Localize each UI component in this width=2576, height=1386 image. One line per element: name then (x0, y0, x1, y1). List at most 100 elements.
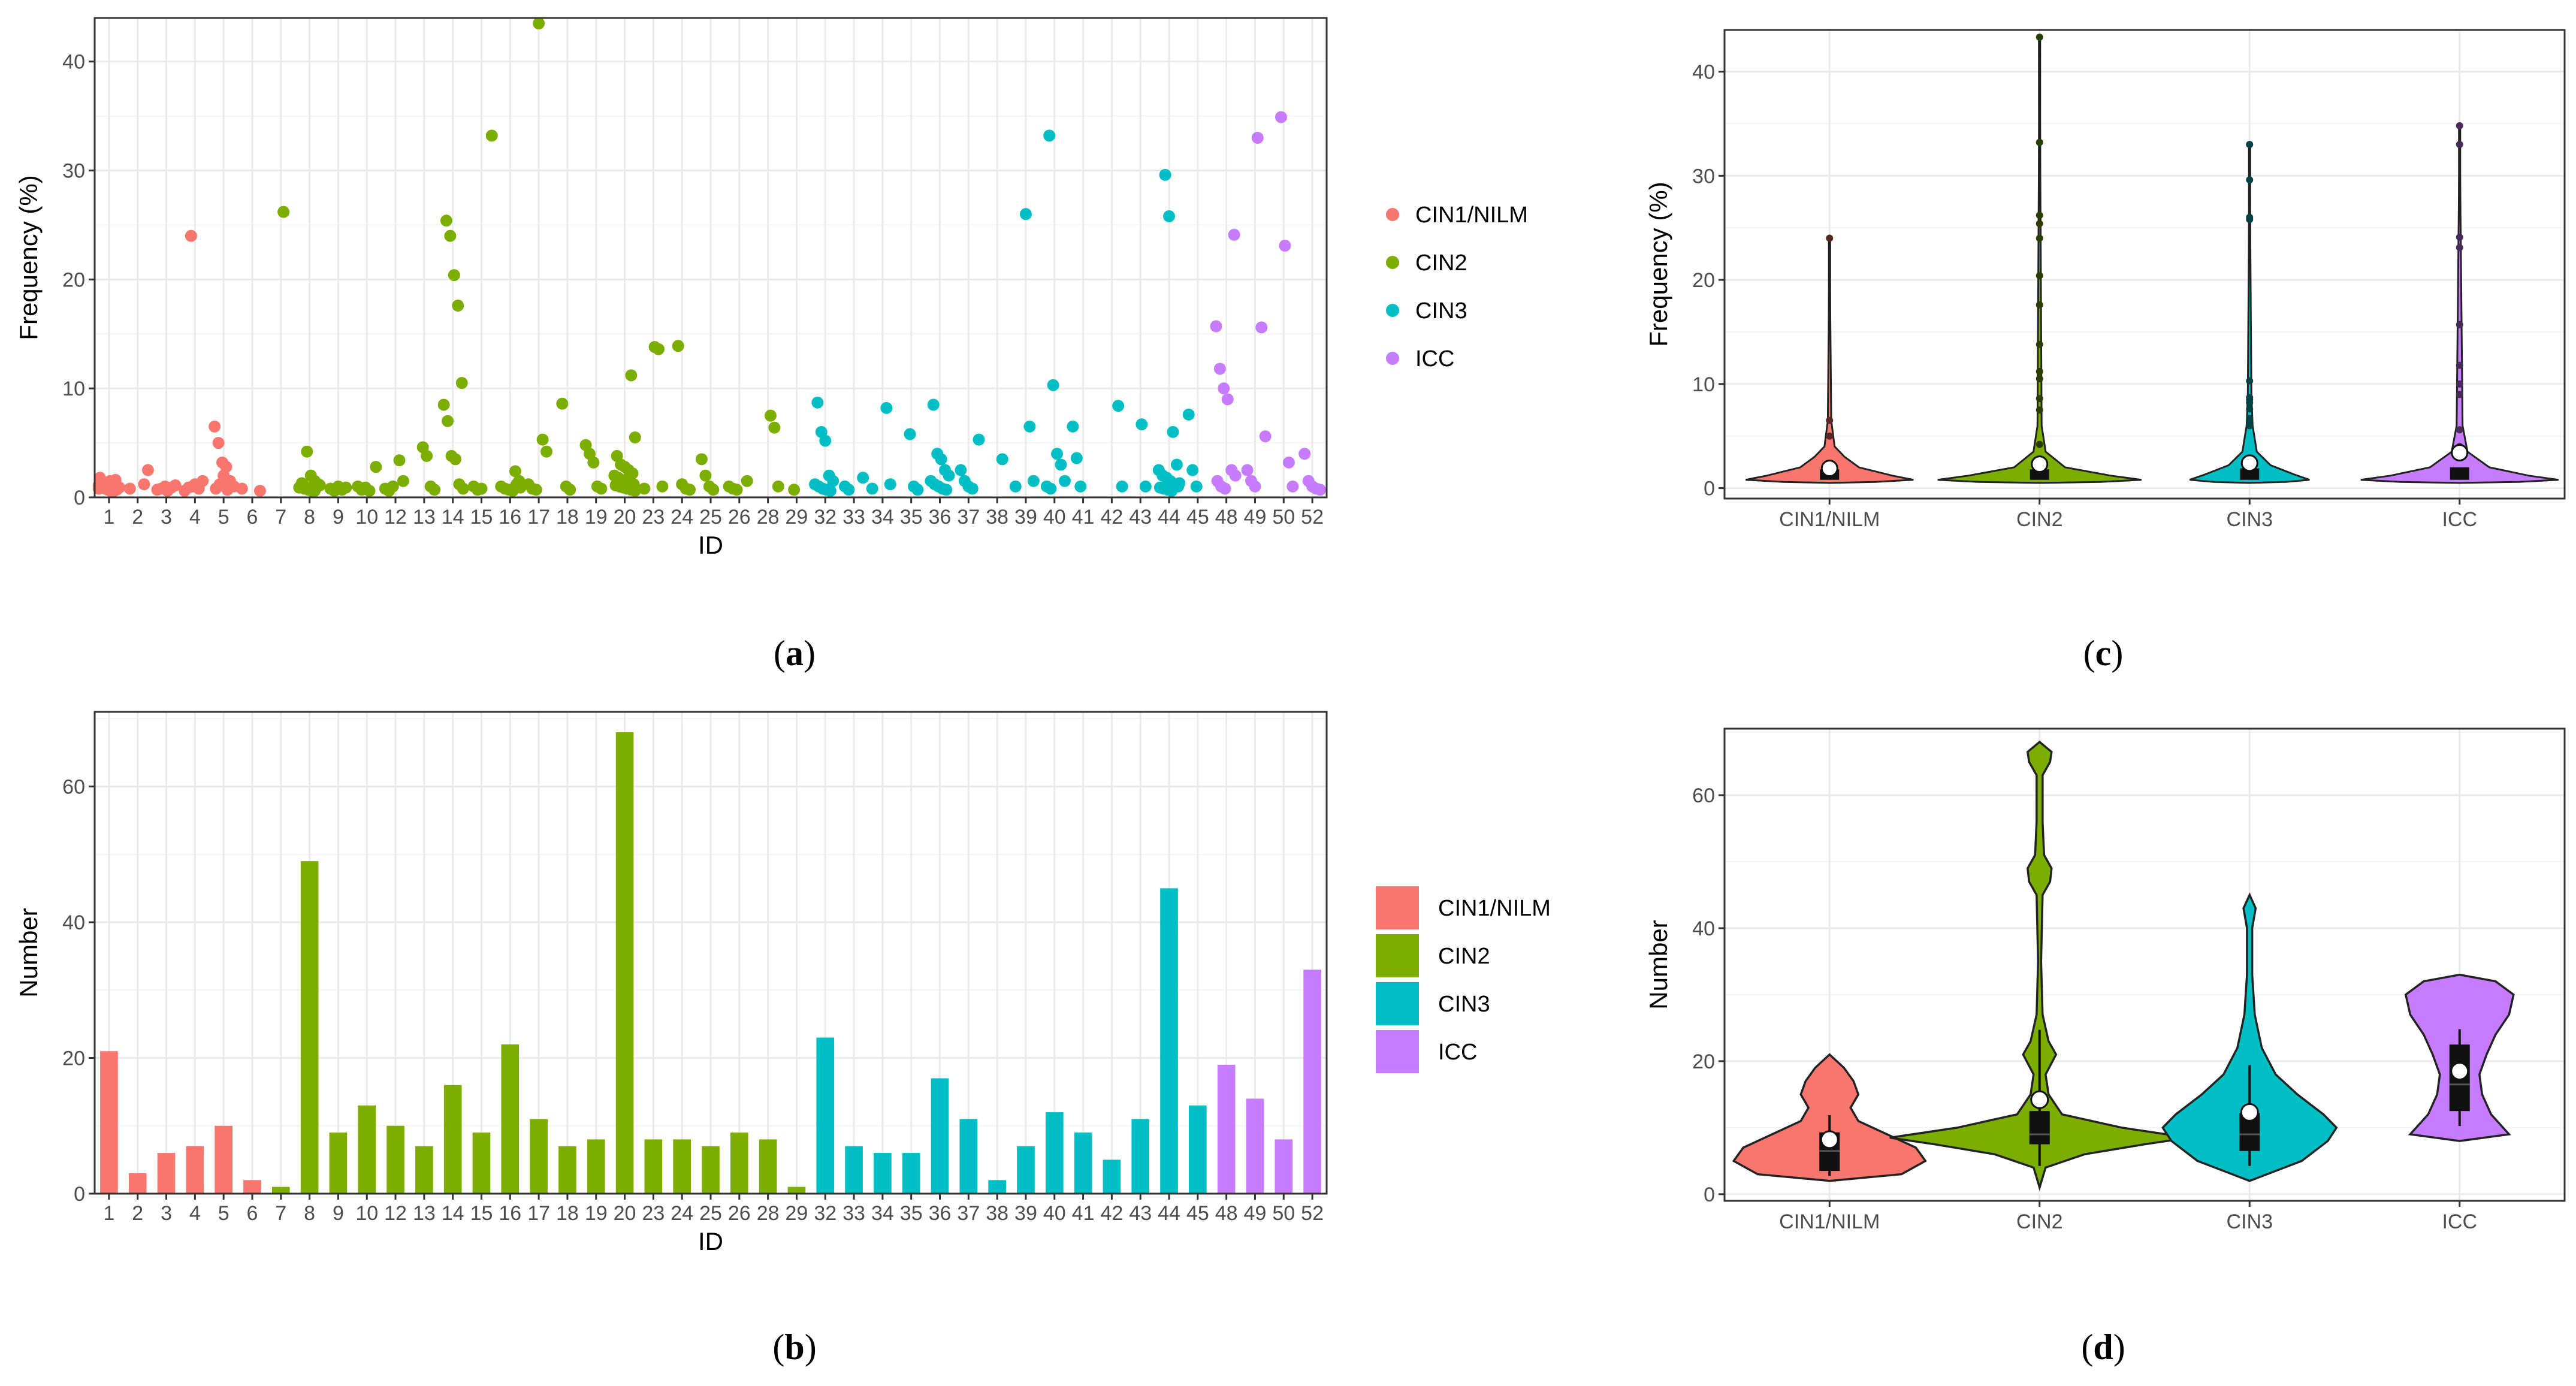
d-panel-border (1723, 727, 2566, 1202)
c-violin-1 (1937, 34, 2142, 484)
data-point (530, 484, 542, 496)
outlier-point (2036, 301, 2043, 309)
data-point (533, 17, 545, 30)
a-x-tick-label: 32 (814, 506, 836, 529)
data-point (212, 437, 225, 449)
b-x-tick-label: 18 (556, 1202, 579, 1225)
data-point (277, 206, 290, 218)
outlier-point (2036, 272, 2043, 280)
data-point (452, 300, 464, 312)
a-x-tick-label: 43 (1129, 506, 1152, 529)
data-point (340, 481, 352, 494)
data-point (940, 484, 953, 496)
a-legend-label: CIN1/NILM (1415, 203, 1528, 228)
mean-marker (2240, 454, 2258, 472)
data-point (1249, 480, 1261, 493)
bar (1017, 1146, 1035, 1194)
a-x-tick-label: 12 (384, 506, 407, 529)
b-x-tick-label: 8 (304, 1202, 315, 1225)
b-x-tick-label: 41 (1072, 1202, 1095, 1225)
panel-label-close: ) (2111, 633, 2123, 673)
data-point (123, 482, 136, 495)
b-legend-key (1376, 934, 1419, 977)
data-point (1067, 420, 1079, 433)
b-x-tick-label: 45 (1186, 1202, 1209, 1225)
data-point (1282, 456, 1295, 469)
data-point (1047, 379, 1059, 391)
data-point (1023, 420, 1036, 433)
outlier-point (2246, 405, 2254, 413)
bar (415, 1146, 433, 1194)
b-y-tick-label: 40 (62, 911, 85, 934)
data-point (672, 340, 684, 352)
data-point (943, 469, 955, 482)
b-x-tick-label: 34 (871, 1202, 894, 1225)
d-violin-1 (1889, 740, 2190, 1191)
data-point (1219, 482, 1231, 495)
outlier-point (1826, 416, 1834, 424)
a-x-axis-title: ID (698, 531, 723, 559)
a-y-tick-label: 0 (74, 487, 85, 509)
a-x-tick-label: 37 (957, 506, 980, 529)
data-point (564, 484, 576, 496)
data-point (428, 484, 441, 496)
data-point (386, 480, 399, 493)
outlier-point (2456, 122, 2463, 129)
bar (1045, 1112, 1064, 1194)
a-x-tick-label: 16 (499, 506, 521, 529)
outlier-point (2036, 367, 2043, 375)
b-x-tick-label: 36 (929, 1202, 952, 1225)
data-point (652, 343, 665, 355)
data-point (421, 449, 433, 462)
d-violin-0 (1732, 1053, 1927, 1182)
a-x-tick-label: 4 (189, 506, 201, 529)
bar (673, 1139, 691, 1194)
bar (530, 1119, 548, 1194)
bar (644, 1139, 663, 1194)
mean-marker (2030, 1090, 2049, 1109)
bar (501, 1044, 520, 1194)
bar (587, 1139, 605, 1194)
bar (443, 1085, 462, 1194)
data-point (1173, 477, 1186, 490)
data-point (221, 484, 234, 496)
bar (386, 1125, 404, 1194)
data-point (197, 475, 209, 487)
d-y-tick-label: 60 (1692, 784, 1715, 807)
data-point (1221, 393, 1234, 406)
b-x-tick-label: 3 (161, 1202, 172, 1225)
b-x-tick-label: 20 (614, 1202, 636, 1225)
data-point (625, 369, 638, 382)
b-x-tick-label: 15 (470, 1202, 493, 1225)
panel-label-open: ( (772, 1327, 784, 1367)
a-x-tick-label: 40 (1043, 506, 1066, 529)
bar (1246, 1098, 1264, 1194)
bar (186, 1146, 204, 1194)
b-x-tick-label: 49 (1244, 1202, 1267, 1225)
panel-label-d: (d) (2081, 1327, 2125, 1367)
b-x-tick-label: 4 (189, 1202, 201, 1225)
data-point (1210, 320, 1222, 333)
data-point (1314, 484, 1327, 496)
a-x-tick-label: 42 (1100, 506, 1123, 529)
a-x-tick-label: 3 (161, 506, 172, 529)
c-violin-3 (2360, 122, 2559, 484)
b-x-tick-label: 13 (413, 1202, 436, 1225)
a-x-tick-label: 15 (470, 506, 493, 529)
box (2029, 1111, 2050, 1145)
bar (243, 1180, 261, 1194)
b-x-tick-label: 38 (986, 1202, 1008, 1225)
data-point (1275, 111, 1287, 123)
b-x-tick-label: 32 (814, 1202, 836, 1225)
d-violin-2 (2161, 892, 2338, 1182)
a-x-tick-label: 1 (103, 506, 114, 529)
panel-label-close: ) (805, 1327, 817, 1367)
data-point (1074, 480, 1087, 493)
data-point (1027, 475, 1040, 487)
a-x-tick-label: 7 (275, 506, 286, 529)
a-legend-label: ICC (1415, 346, 1454, 372)
b-x-tick-label: 37 (957, 1202, 980, 1225)
box (2450, 467, 2469, 480)
